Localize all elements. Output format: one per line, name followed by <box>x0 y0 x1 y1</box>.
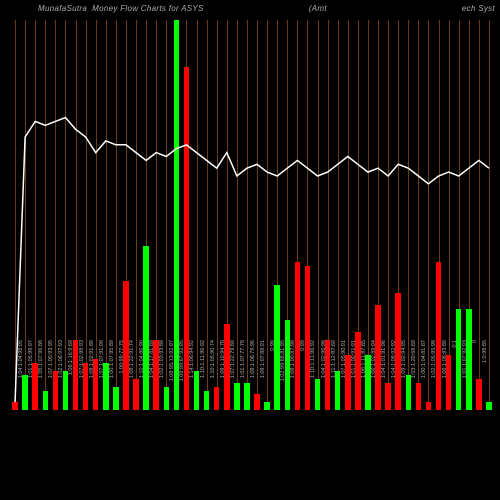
x-label: 1:06:1:08:93:89 <box>442 340 448 418</box>
x-label: 1:00:99:77:75 <box>119 340 125 418</box>
x-label: 1:01:1:00:91:91 <box>351 340 357 418</box>
x-label: 1:04:1:04:98:95 <box>18 340 24 418</box>
x-label: 1:05:1:07:96:88 <box>38 340 44 418</box>
title-suffix-right: ech Syst <box>462 4 495 13</box>
x-label: 1:04:1:08:92:92 <box>391 340 397 418</box>
x-label: 1:07:1:02:98:93 <box>79 340 85 418</box>
x-axis-labels: 1:04:1:04:98:951:01:1:05:99:971:05:1:07:… <box>10 418 494 498</box>
x-label: 1:0:98:85 <box>482 340 488 418</box>
x-label: 1:00:1:07:95:89 <box>109 340 115 418</box>
x-label: 1:02:99:68:81:95 <box>280 340 286 418</box>
x-label: 1:10:1:11:96:92 <box>200 340 206 418</box>
x-label: 1:09:1:02:91:89 <box>89 340 95 418</box>
x-label: 1:02:1:06:97:93 <box>58 340 64 418</box>
x-label: 1:09:1:10:94:76 <box>220 340 226 418</box>
x-label: 1:09:1:02:94:95 <box>401 340 407 418</box>
x-label: 1:10:1:11:96:92 <box>310 340 316 418</box>
x-label: 1:03:1:20:68:69 <box>411 340 417 418</box>
x-label: 1:01:1:05:99:97 <box>28 340 34 418</box>
x-label: 1:09:1:07:88:91 <box>260 340 266 418</box>
x-label: 1:06:1:02:89:94 <box>371 340 377 418</box>
x-label: 1:04:1:02:96:96 <box>321 340 327 418</box>
x-label: 1:04:1:01:91:96 <box>381 340 387 418</box>
x-label: 1:08:95:13:92:97 <box>169 340 175 418</box>
x-label: 1:09:1:06:79:96 <box>250 340 256 418</box>
x-label: 1:02:1:05:95:98 <box>431 340 437 418</box>
x-label: 1:02:1:03:93:88 <box>159 340 165 418</box>
x-label: 1:07:1:05:90:91 <box>341 340 347 418</box>
x-label: 1:09:1:00:87:98 <box>290 340 296 418</box>
x-label: 1:04:1:17:81:89 <box>149 340 155 418</box>
x-label: 1:11:1:12:87:69 <box>331 340 337 418</box>
title-suffix-left: (Amt <box>309 4 327 13</box>
x-label: 1:07:1:22:79:69 <box>230 340 236 418</box>
x-label: 1:07:1:00:93:95 <box>48 340 54 418</box>
x-label: 0:99 <box>270 340 276 418</box>
title-main: Money Flow Charts for ASYS <box>92 4 204 13</box>
x-label: 1:10:1:05:90:74 <box>210 340 216 418</box>
x-label: 1:09:99:67:92:95 <box>179 340 185 418</box>
x-label: 1:08:1:11:87:85 <box>361 340 367 418</box>
chart-title: MunafaSutra Money Flow Charts for ASYS (… <box>0 4 500 13</box>
x-label: 0:1 <box>452 340 458 418</box>
x-label: 1:06:1:16:9:69 <box>68 340 74 418</box>
title-prefix: MunafaSutra <box>38 4 87 13</box>
x-label: 1:07:1:07:91:98 <box>99 340 105 418</box>
chart-container: MunafaSutra Money Flow Charts for ASYS (… <box>0 0 500 500</box>
x-label: 1:08:1:22:91:74 <box>129 340 135 418</box>
x-label: 1:14:1:06:94:92 <box>189 340 195 418</box>
x-label: 0 <box>472 340 478 418</box>
x-label: 1:01:1:07:77:78 <box>240 340 246 418</box>
x-label: 1:10:1:04:86:90 <box>139 340 145 418</box>
x-label: 0:99 <box>300 340 306 418</box>
x-label: 1:01:1:07:92:93 <box>462 340 468 418</box>
x-label: 1:00:1:04:81:87 <box>421 340 427 418</box>
